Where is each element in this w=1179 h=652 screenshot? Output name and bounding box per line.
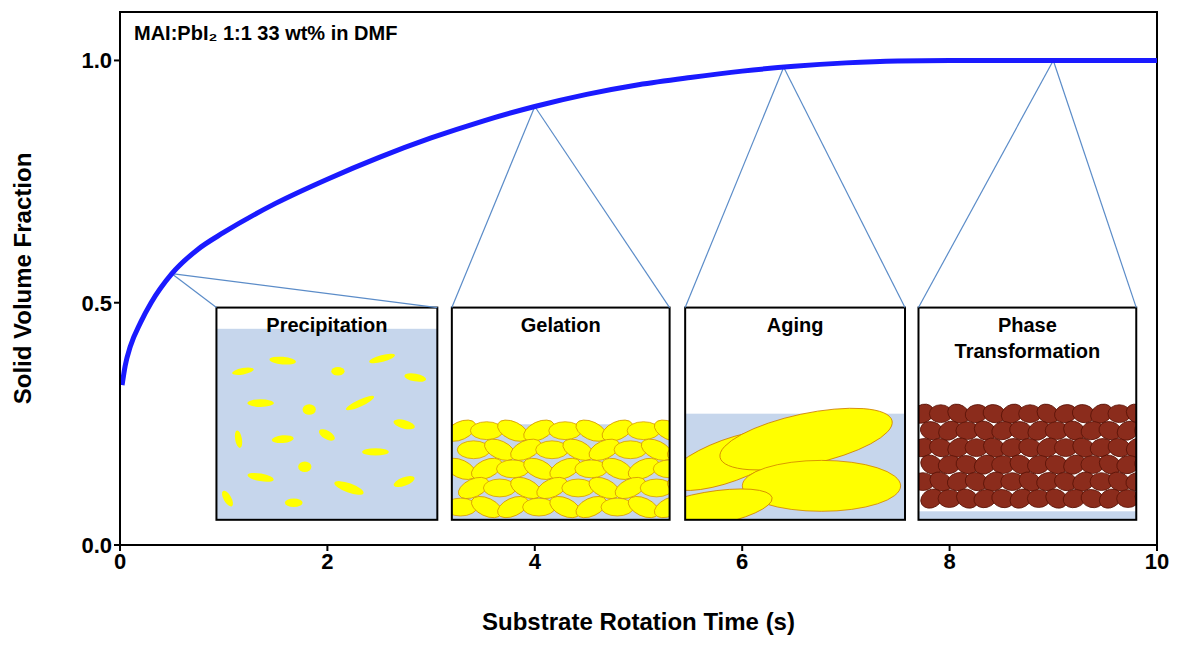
svg-text:Phase: Phase (998, 314, 1057, 336)
svg-text:4: 4 (529, 549, 542, 574)
html-text:MAI:PbI₂ 1:1 33 wt% in DMF: MAI:PbI₂ 1:1 33 wt% in DMF (134, 22, 398, 44)
svg-text:Substrate Rotation Time (s): Substrate Rotation Time (s) (482, 608, 795, 635)
svg-text:Transformation: Transformation (955, 340, 1101, 362)
svg-text:6: 6 (736, 549, 748, 574)
svg-text:2: 2 (321, 549, 333, 574)
svg-text:Gelation: Gelation (521, 314, 601, 336)
svg-text:0.5: 0.5 (81, 291, 112, 316)
svg-text:Solid Volume Fraction: Solid Volume Fraction (9, 153, 36, 405)
svg-text:1.0: 1.0 (81, 48, 112, 73)
svg-text:0.0: 0.0 (81, 533, 112, 558)
svg-text:Aging: Aging (767, 314, 824, 336)
svg-text:Precipitation: Precipitation (266, 314, 387, 336)
svg-text:0: 0 (114, 549, 126, 574)
svg-text:10: 10 (1145, 549, 1169, 574)
svg-text:8: 8 (943, 549, 955, 574)
